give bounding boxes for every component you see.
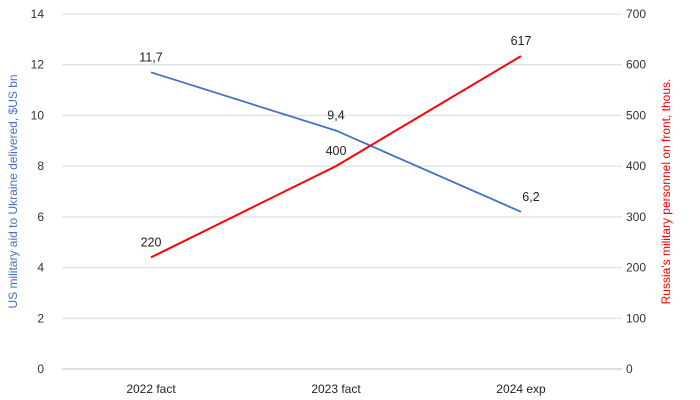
- right-tick-label: 500: [626, 108, 646, 122]
- left-tick-label: 2: [37, 311, 44, 325]
- right-tick-label: 600: [626, 58, 646, 72]
- left-tick-label: 10: [31, 108, 45, 122]
- series-line-blue: [150, 71, 522, 213]
- gridlines: [62, 13, 622, 319]
- series-lines: [150, 55, 522, 259]
- data-labels: 11,7 9,4 6,2 220 400 617: [139, 34, 539, 249]
- category-label: 2022 fact: [126, 382, 176, 396]
- data-label: 400: [326, 144, 347, 158]
- left-axis-title: US military aid to Ukraine delivered, $U…: [6, 74, 20, 308]
- category-label: 2023 fact: [311, 382, 361, 396]
- right-tick-label: 300: [626, 210, 646, 224]
- category-label: 2024 exp: [496, 382, 546, 396]
- right-tick-label: 0: [626, 362, 633, 376]
- data-label: 9,4: [327, 109, 344, 123]
- data-label: 6,2: [522, 190, 539, 204]
- right-tick-label: 400: [626, 159, 646, 173]
- right-tick-label: 100: [626, 311, 646, 325]
- data-label: 220: [141, 235, 162, 249]
- right-axis-title: Russia's military personnel on front, th…: [659, 79, 673, 305]
- data-label: 11,7: [139, 50, 162, 64]
- data-label: 617: [511, 34, 532, 48]
- series-line-red: [150, 55, 522, 259]
- left-tick-label: 8: [37, 159, 44, 173]
- left-tick-label: 12: [31, 58, 45, 72]
- right-tick-label: 700: [626, 7, 646, 21]
- category-labels: 2022 fact 2023 fact 2024 exp: [126, 382, 546, 396]
- left-tick-label: 0: [37, 362, 44, 376]
- right-tick-label: 200: [626, 261, 646, 275]
- left-tick-label: 4: [37, 261, 44, 275]
- left-tick-label: 6: [37, 210, 44, 224]
- left-axis-ticks: 0 2 4 6 8 10 12 14: [31, 7, 45, 376]
- left-tick-label: 14: [31, 7, 45, 21]
- right-axis-ticks: 0 100 200 300 400 500 600 700: [626, 7, 646, 376]
